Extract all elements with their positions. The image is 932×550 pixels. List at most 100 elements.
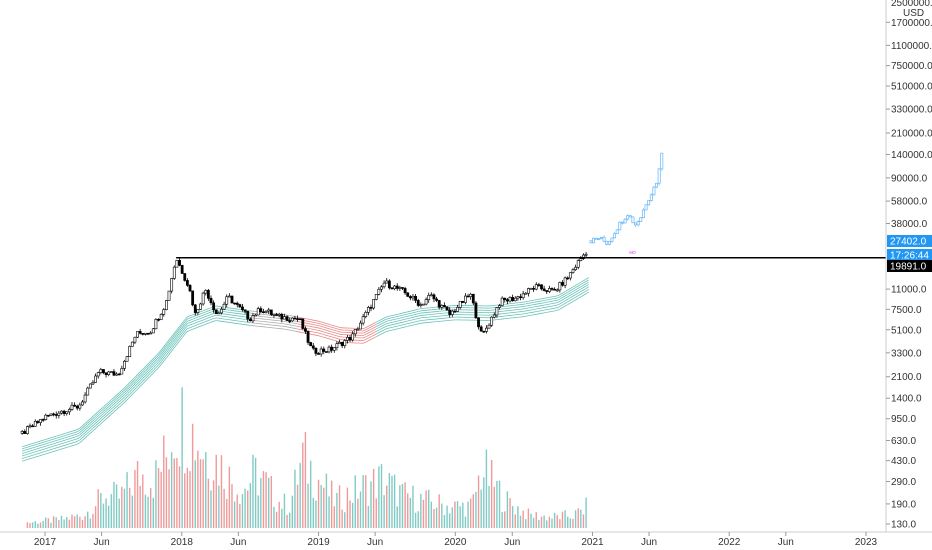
ma-ribbon-segment: [210, 320, 214, 323]
volume-bar: [404, 482, 406, 528]
ma-ribbon-segment: [326, 323, 330, 325]
candle-body: [377, 288, 381, 295]
ma-ribbon-segment: [53, 447, 57, 450]
ma-ribbon-segment: [389, 324, 393, 326]
ma-ribbon-segment: [572, 296, 576, 300]
volume-bar: [239, 503, 241, 528]
candle-body: [351, 333, 355, 341]
volume-bar: [302, 442, 304, 528]
volume-bar: [252, 454, 254, 528]
volume-bar: [249, 483, 252, 528]
ma-ribbon-segment: [61, 442, 65, 445]
ma-ribbon-segment: [108, 406, 112, 410]
ma-ribbon-segment: [48, 439, 52, 442]
volume-bar: [448, 513, 451, 528]
volume-bar: [359, 491, 362, 528]
ma-ribbon-segment: [315, 320, 319, 322]
ma-ribbon-segment: [391, 323, 395, 326]
ma-ribbon-segment: [318, 335, 322, 337]
candle-body: [259, 308, 263, 313]
candle-body: [49, 413, 53, 416]
ma-ribbon-segment: [50, 436, 54, 439]
ma-ribbon-segment: [289, 329, 293, 332]
ma-ribbon-segment: [77, 434, 81, 437]
volume-bar: [31, 522, 34, 528]
ma-ribbon-segment: [79, 427, 83, 431]
candle-body: [390, 287, 394, 290]
projection-body: [597, 238, 601, 240]
ma-ribbon-segment: [370, 327, 374, 330]
ma-ribbon-segment: [310, 319, 314, 321]
ma-ribbon-segment: [405, 318, 408, 320]
svg-text:ᴹᴼ: ᴹᴼ: [630, 251, 636, 258]
ma-ribbon-segment: [139, 375, 144, 379]
candle-body: [209, 298, 213, 304]
ma-ribbon-segment: [37, 455, 41, 457]
ma-ribbon-segment: [570, 293, 574, 296]
ma-ribbon-segment: [121, 392, 125, 396]
candle-body: [464, 295, 467, 303]
ma-ribbon-segment: [187, 319, 191, 322]
ma-ribbon-segment: [580, 294, 584, 298]
ma-ribbon-segment: [189, 314, 193, 317]
ma-ribbon-segment: [321, 325, 324, 328]
candle-body: [461, 300, 465, 303]
ma-ribbon-segment: [126, 389, 130, 393]
ma-ribbon-segment: [365, 330, 369, 333]
ma-ribbon-segment: [189, 328, 193, 331]
ma-ribbon-segment: [113, 399, 117, 403]
ma-ribbon-segment: [580, 292, 584, 295]
candle-body: [582, 254, 585, 259]
candle-body: [256, 308, 260, 316]
volume-bar: [79, 516, 81, 528]
ma-ribbon-segment: [71, 441, 75, 444]
volume-bar: [561, 511, 564, 528]
price-axis[interactable]: 1700000.0 1100000.0 750000.0 510000.0 330000…: [886, 18, 932, 531]
ma-ribbon-segment: [418, 322, 421, 325]
ma-ribbon-segment: [315, 324, 319, 326]
ma-ribbon-segment: [53, 450, 57, 452]
ma-ribbon-segment: [572, 294, 576, 297]
volume-bar: [60, 515, 63, 528]
ma-ribbon-segment: [171, 344, 175, 349]
ma-ribbon-segment: [365, 340, 369, 343]
ma-ribbon-segment: [32, 454, 36, 456]
y-tick-label: 1400.0: [891, 394, 922, 405]
currency-label: USD: [903, 8, 924, 19]
ma-ribbon-segment: [373, 321, 377, 324]
candle-body: [290, 317, 294, 322]
volume-bar: [443, 514, 446, 528]
ma-ribbon-segment: [82, 423, 86, 427]
candle-body: [513, 297, 517, 302]
volume-bar: [417, 511, 419, 528]
ma-ribbon-segment: [111, 399, 115, 403]
ma-ribbon-segment: [103, 410, 107, 414]
ma-ribbon-segment: [116, 399, 120, 403]
ma-ribbon-segment: [407, 320, 411, 322]
ma-ribbon-segment: [176, 330, 180, 335]
ma-ribbon-segment: [572, 291, 576, 295]
price-badge-label: 27402.0: [890, 237, 927, 248]
time-axis[interactable]: 2017 Jun 2018 Jun 2019 Jun 2020 Jun 2021 Jun 2022 J…: [34, 532, 878, 548]
ma-ribbon-segment: [121, 396, 125, 400]
x-tick-label: 2021: [581, 537, 604, 548]
ma-ribbon-segment: [405, 320, 408, 323]
ma-ribbon-segment: [61, 435, 65, 438]
volume-bar: [152, 497, 154, 528]
ma-ribbon-segment: [187, 329, 191, 332]
ma-ribbon-segment: [407, 312, 411, 315]
candle-body: [28, 425, 32, 428]
ma-ribbon-segment: [32, 451, 36, 454]
candle-body: [348, 337, 352, 341]
candle-body: [162, 309, 166, 315]
ma-ribbon-segment: [315, 334, 319, 337]
ma-ribbon-segment: [399, 312, 403, 315]
ma-ribbon-segment: [95, 411, 99, 415]
ma-ribbon-segment: [570, 290, 574, 294]
ma-ribbon-segment: [192, 313, 196, 316]
volume-bar: [504, 511, 506, 528]
ma-ribbon-segment: [205, 312, 209, 315]
volume-bar: [414, 512, 417, 528]
ma-ribbon-segment: [286, 326, 290, 328]
